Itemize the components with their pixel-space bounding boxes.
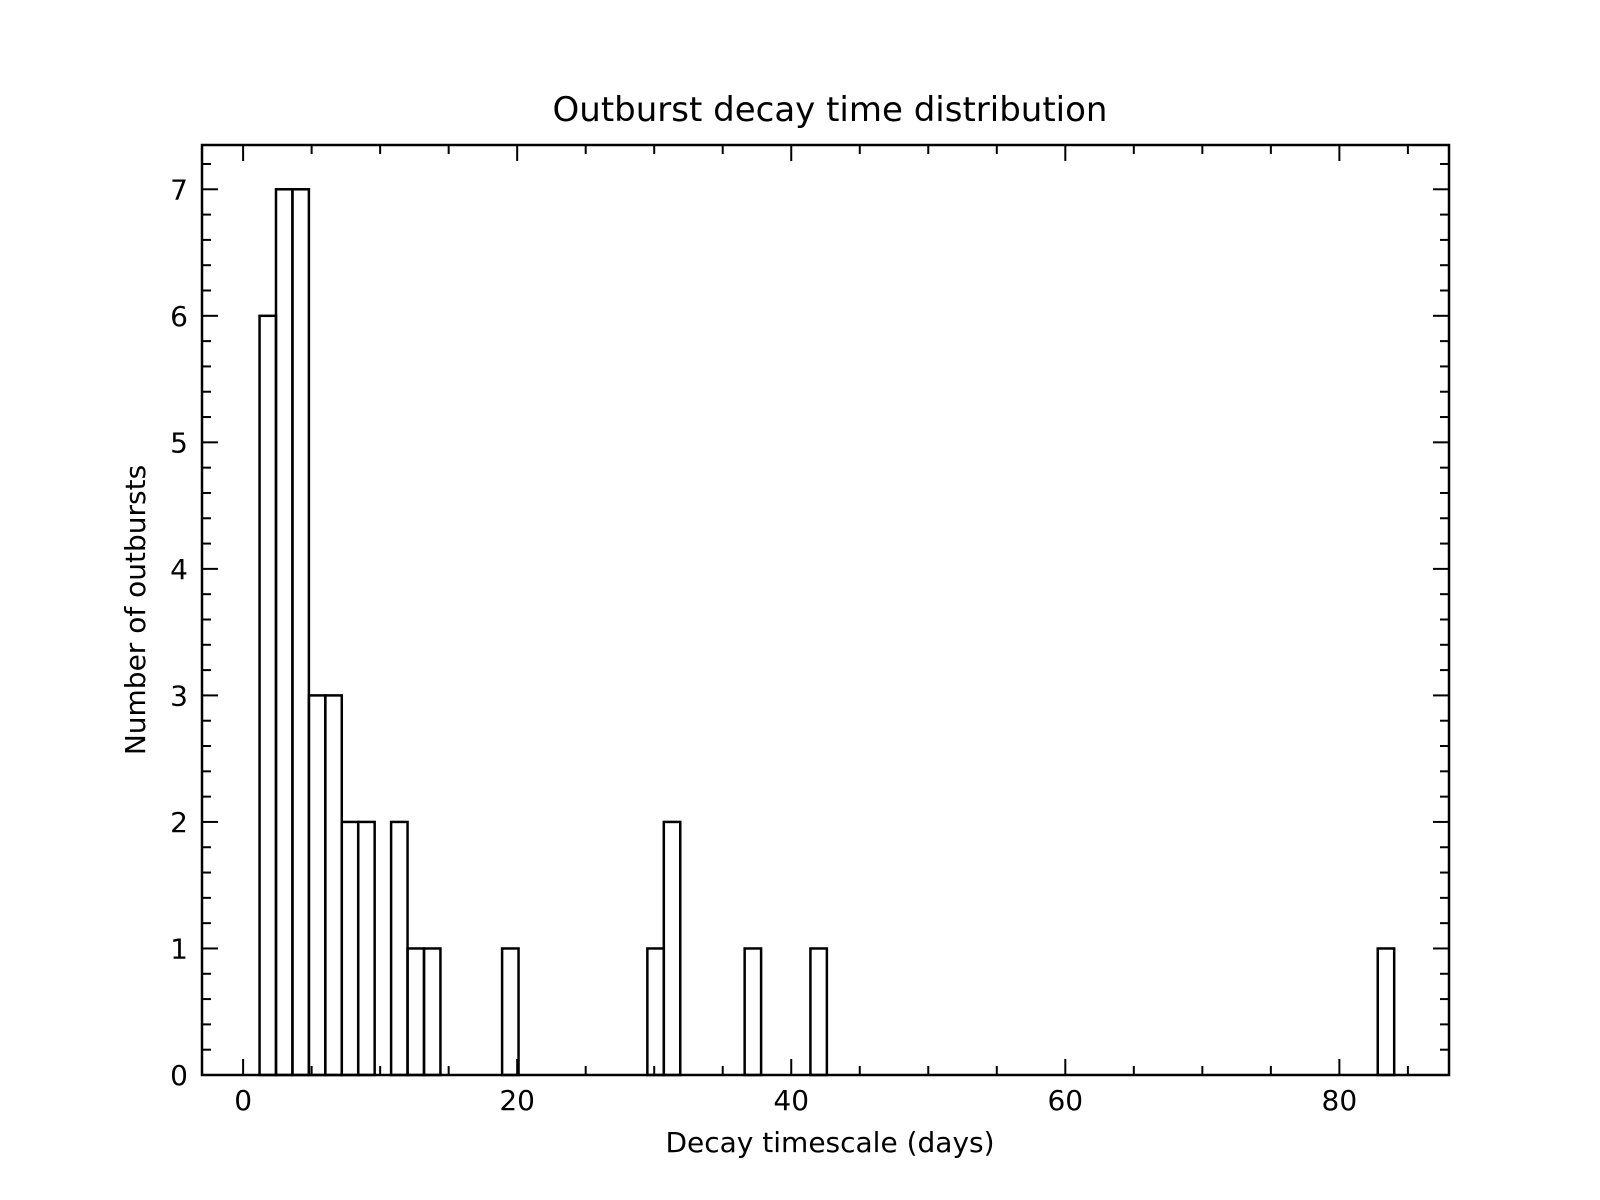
- y-tick-label: 2: [170, 806, 188, 839]
- histogram-bar: [291, 188, 311, 1077]
- histogram-bar: [422, 947, 442, 1077]
- histogram-bar: [743, 947, 763, 1077]
- histogram-bar: [646, 947, 666, 1077]
- histogram-bar: [324, 694, 344, 1077]
- histogram-bar: [389, 820, 409, 1077]
- x-tick-label: 40: [773, 1084, 809, 1117]
- histogram-bar: [307, 694, 327, 1077]
- x-axis-label: Decay timescale (days): [665, 1126, 994, 1159]
- y-tick-label: 1: [170, 932, 188, 965]
- y-tick-label: 6: [170, 300, 188, 333]
- histogram-bars: [258, 188, 1396, 1077]
- histogram-bar: [406, 947, 426, 1077]
- y-tick-label: 3: [170, 679, 188, 712]
- x-tick-label: 0: [234, 1084, 252, 1117]
- plot-frame: [200, 143, 1451, 1077]
- histogram-bar: [662, 820, 682, 1077]
- y-tick-label: 4: [170, 553, 188, 586]
- x-tick-label: 80: [1322, 1084, 1358, 1117]
- y-tick-label: 7: [170, 173, 188, 206]
- y-tick-label: 5: [170, 426, 188, 459]
- histogram-bar: [356, 820, 376, 1077]
- axis-ticks: 0 20 40 60 80 0 1 2 3 4 5 6 7: [170, 145, 1449, 1117]
- histogram-bar: [274, 188, 294, 1077]
- chart-title: Outburst decay time distribution: [553, 90, 1108, 130]
- y-tick-label: 0: [170, 1059, 188, 1092]
- x-tick-label: 60: [1047, 1084, 1083, 1117]
- x-tick-label: 20: [499, 1084, 535, 1117]
- histogram-bar: [809, 947, 829, 1077]
- histogram-bar: [500, 947, 520, 1077]
- histogram-bar: [258, 314, 278, 1077]
- y-axis-label: Number of outbursts: [119, 465, 152, 755]
- histogram-bar: [1376, 947, 1396, 1077]
- histogram-bar: [340, 820, 360, 1077]
